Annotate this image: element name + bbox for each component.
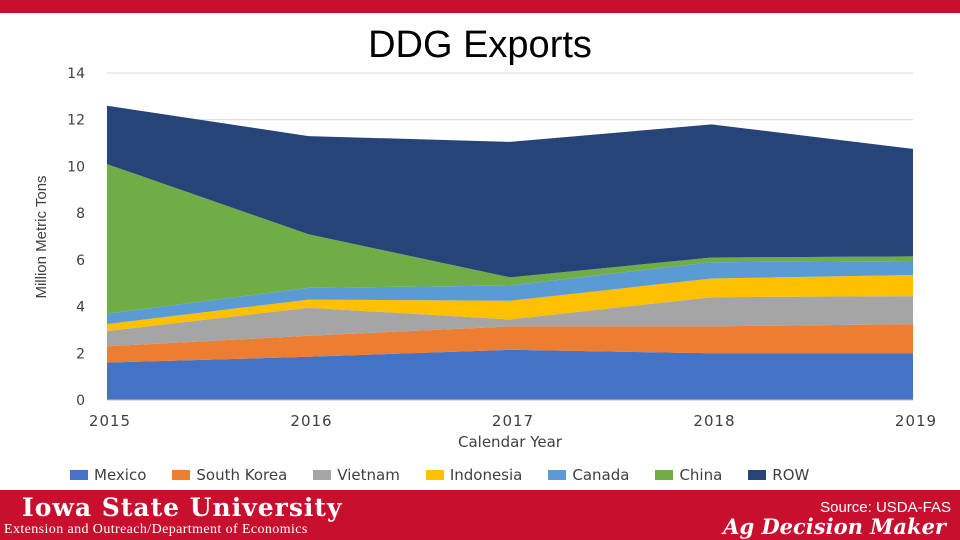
- university-logo-text: Iowa State University: [22, 493, 343, 522]
- x-tick-label-2017: 2017: [492, 412, 534, 430]
- legend-item-row: ROW: [748, 466, 809, 484]
- y-tick-label-2: 2: [76, 346, 85, 362]
- x-tick-label-2015: 2015: [89, 412, 131, 430]
- area-canada: [107, 261, 913, 325]
- legend-label-canada: Canada: [572, 466, 630, 484]
- area-vietnam: [107, 296, 913, 347]
- x-axis-title: Calendar Year: [458, 433, 563, 451]
- legend-swatch-canada: [548, 470, 567, 480]
- area-mexico: [107, 349, 913, 400]
- y-tick-label-10: 10: [67, 159, 85, 175]
- y-tick-label-0: 0: [76, 393, 85, 409]
- legend-swatch-mexico: [70, 470, 88, 480]
- x-tick-label-2018: 2018: [693, 412, 735, 430]
- legend-item-china: China: [655, 466, 722, 484]
- area-china: [107, 164, 913, 314]
- area-south-korea: [107, 324, 913, 363]
- y-tick-label-6: 6: [76, 253, 85, 269]
- legend-swatch-row: [748, 470, 767, 480]
- legend-label-vietnam: Vietnam: [337, 466, 400, 484]
- footer-banner: Iowa State University Extension and Outr…: [0, 490, 960, 540]
- legend-label-south-korea: South Korea: [196, 466, 288, 484]
- x-tick-label-2019: 2019: [895, 412, 937, 430]
- legend-label-indonesia: Indonesia: [449, 466, 523, 484]
- legend-label-row: ROW: [772, 466, 810, 484]
- area-row: [107, 105, 913, 278]
- legend-item-vietnam: Vietnam: [313, 466, 400, 484]
- legend-item-canada: Canada: [548, 466, 629, 484]
- y-tick-label-4: 4: [76, 300, 85, 316]
- brand-logo-text: Ag Decision Maker: [723, 514, 946, 539]
- slide-title: DDG Exports: [368, 24, 592, 66]
- area-indonesia: [107, 275, 913, 332]
- legend-label-mexico: Mexico: [94, 466, 147, 484]
- legend-swatch-vietnam: [313, 470, 332, 480]
- legend-swatch-indonesia: [425, 470, 444, 480]
- source-note: Source: USDA-FAS: [820, 499, 951, 516]
- legend-item-indonesia: Indonesia: [425, 466, 523, 484]
- legend-item-south-korea: South Korea: [172, 466, 287, 484]
- legend-swatch-south-korea: [172, 470, 191, 480]
- y-tick-label-8: 8: [76, 206, 85, 222]
- legend-swatch-china: [655, 470, 674, 480]
- top-accent-bar: [0, 0, 960, 13]
- legend-item-mexico: Mexico: [70, 466, 146, 484]
- department-text: Extension and Outreach/Department of Eco…: [4, 522, 308, 537]
- y-tick-label-12: 12: [67, 113, 85, 129]
- y-axis-title: Million Metric Tons: [33, 175, 50, 298]
- y-tick-label-14: 14: [67, 66, 85, 82]
- chart-legend: Mexico South Korea Vietnam Indonesia Canada C…: [70, 464, 930, 486]
- x-tick-label-2016: 2016: [290, 412, 332, 430]
- legend-label-china: China: [679, 466, 723, 484]
